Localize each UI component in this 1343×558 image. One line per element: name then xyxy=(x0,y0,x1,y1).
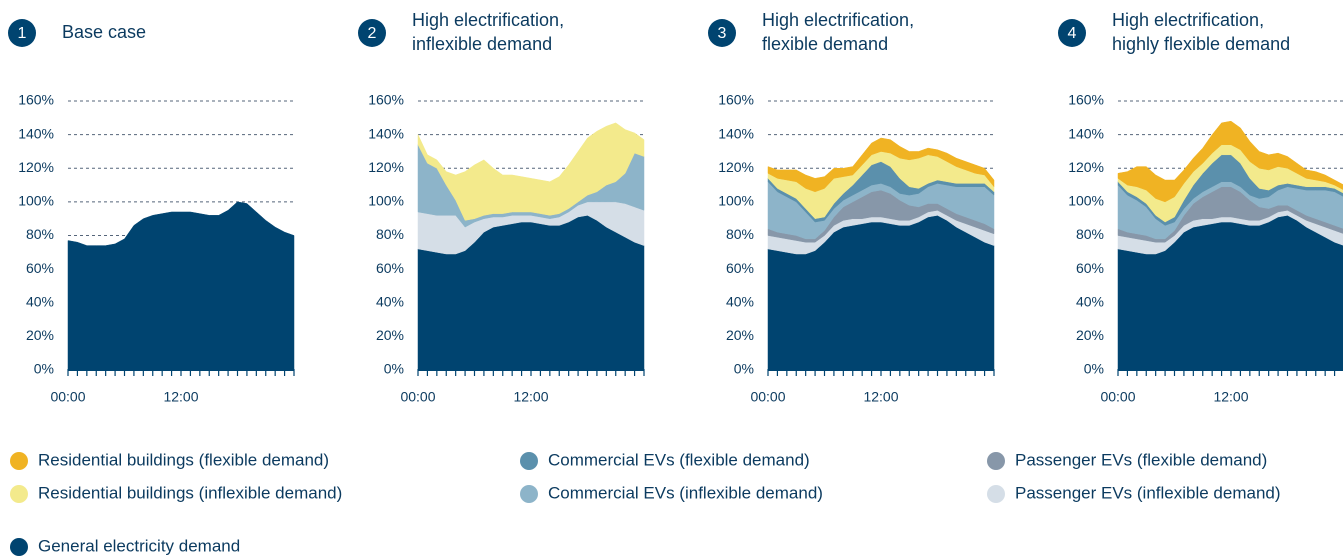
y-tick-label: 140% xyxy=(18,125,54,141)
x-tick-label: 00:00 xyxy=(50,389,85,405)
y-tick-label: 60% xyxy=(1076,260,1104,276)
number-badge xyxy=(358,19,386,47)
number-badge xyxy=(708,19,736,47)
panel-number: 1 xyxy=(18,25,27,42)
legend-label: Residential buildings (inflexible demand… xyxy=(38,483,342,502)
panel-title: High electrification, xyxy=(412,10,564,30)
y-tick-label: 100% xyxy=(718,193,754,209)
y-tick-label: 60% xyxy=(376,260,404,276)
y-tick-label: 80% xyxy=(1076,226,1104,242)
legend-label: General electricity demand xyxy=(38,536,240,555)
legend-label: Passenger EVs (flexible demand) xyxy=(1015,450,1267,469)
y-tick-label: 0% xyxy=(34,361,54,377)
area xyxy=(417,122,645,221)
y-tick-label: 0% xyxy=(384,361,404,377)
legend-swatch xyxy=(987,485,1005,503)
y-tick-label: 140% xyxy=(1068,125,1104,141)
legend-swatch xyxy=(987,452,1005,470)
y-tick-label: 20% xyxy=(1076,327,1104,343)
y-tick-label: 40% xyxy=(1076,293,1104,309)
y-tick-label: 80% xyxy=(726,226,754,242)
y-tick-label: 160% xyxy=(1068,92,1104,108)
y-tick-label: 20% xyxy=(26,327,54,343)
x-tick-label: 12:00 xyxy=(1213,389,1248,405)
y-tick-label: 100% xyxy=(1068,193,1104,209)
y-tick-label: 20% xyxy=(376,327,404,343)
x-tick-label: 00:00 xyxy=(1100,389,1135,405)
legend-swatch xyxy=(520,452,538,470)
y-tick-label: 100% xyxy=(18,193,54,209)
y-tick-label: 140% xyxy=(718,125,754,141)
legend-swatch xyxy=(520,485,538,503)
y-tick-label: 40% xyxy=(376,293,404,309)
y-tick-label: 60% xyxy=(26,260,54,276)
y-tick-label: 160% xyxy=(18,92,54,108)
y-tick-label: 0% xyxy=(734,361,754,377)
x-tick-label: 00:00 xyxy=(400,389,435,405)
y-tick-label: 20% xyxy=(726,327,754,343)
y-tick-label: 80% xyxy=(376,226,404,242)
panel-title: High electrification, xyxy=(762,10,914,30)
area xyxy=(767,137,995,193)
y-tick-label: 120% xyxy=(368,159,404,175)
x-tick-label: 12:00 xyxy=(513,389,548,405)
y-tick-label: 40% xyxy=(726,293,754,309)
legend-swatch xyxy=(10,485,28,503)
area xyxy=(67,201,295,371)
x-tick-label: 12:00 xyxy=(863,389,898,405)
legend-label: Commercial EVs (inflexible demand) xyxy=(548,483,823,502)
legend-swatch xyxy=(10,452,28,470)
legend-label: Passenger EVs (inflexible demand) xyxy=(1015,483,1281,502)
y-tick-label: 40% xyxy=(26,293,54,309)
y-tick-label: 0% xyxy=(1084,361,1104,377)
number-badge xyxy=(1058,19,1086,47)
y-tick-label: 160% xyxy=(368,92,404,108)
x-tick-label: 12:00 xyxy=(163,389,198,405)
panel-number: 3 xyxy=(718,25,727,42)
panel-title: Base case xyxy=(62,22,146,42)
legend-swatch xyxy=(10,538,28,556)
y-tick-label: 120% xyxy=(718,159,754,175)
y-tick-label: 160% xyxy=(718,92,754,108)
x-tick-label: 00:00 xyxy=(750,389,785,405)
panel-title: inflexible demand xyxy=(412,34,552,54)
legend-label: Commercial EVs (flexible demand) xyxy=(548,450,810,469)
y-tick-label: 100% xyxy=(368,193,404,209)
panel-title: High electrification, xyxy=(1112,10,1264,30)
y-tick-label: 120% xyxy=(1068,159,1104,175)
y-tick-label: 120% xyxy=(18,159,54,175)
panel-number: 4 xyxy=(1068,25,1077,42)
area xyxy=(1117,120,1343,203)
panel-title: flexible demand xyxy=(762,34,888,54)
number-badge xyxy=(8,19,36,47)
y-tick-label: 60% xyxy=(726,260,754,276)
y-tick-label: 140% xyxy=(368,125,404,141)
legend-label: Residential buildings (flexible demand) xyxy=(38,450,329,469)
panel-number: 2 xyxy=(368,25,377,42)
y-tick-label: 80% xyxy=(26,226,54,242)
panel-title: highly flexible demand xyxy=(1112,34,1290,54)
